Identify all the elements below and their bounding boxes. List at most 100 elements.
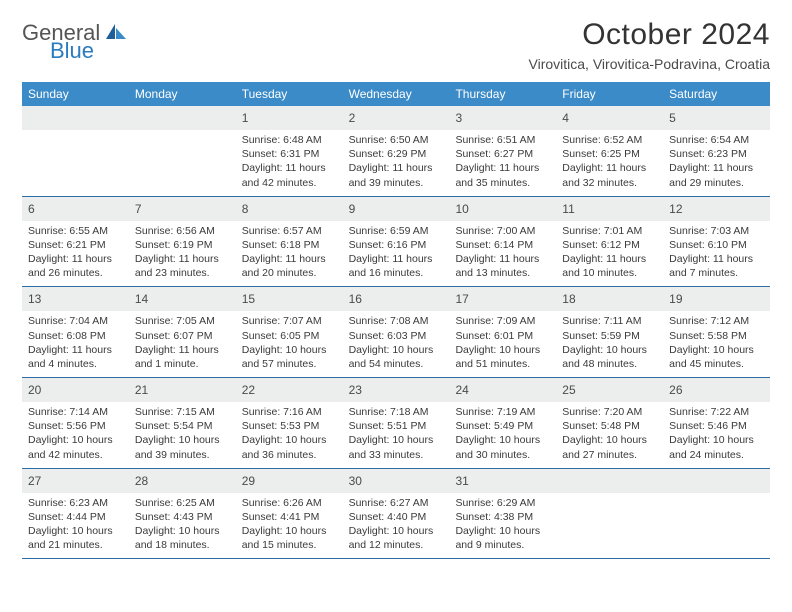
sunset-text: Sunset: 5:46 PM	[669, 419, 764, 433]
day-body	[129, 130, 236, 133]
sunrise-text: Sunrise: 7:08 AM	[349, 314, 444, 328]
daylight-text: Daylight: 10 hours and 51 minutes.	[455, 343, 550, 371]
day-number: 9	[349, 202, 356, 216]
day-cell: 20Sunrise: 7:14 AMSunset: 5:56 PMDayligh…	[22, 378, 129, 468]
sunrise-text: Sunrise: 6:51 AM	[455, 133, 550, 147]
sunset-text: Sunset: 5:49 PM	[455, 419, 550, 433]
daynum-bar	[129, 106, 236, 130]
daynum-bar: 24	[449, 378, 556, 402]
day-body: Sunrise: 7:07 AMSunset: 6:05 PMDaylight:…	[236, 311, 343, 371]
sunrise-text: Sunrise: 6:55 AM	[28, 224, 123, 238]
day-number	[135, 111, 138, 125]
daynum-bar: 9	[343, 197, 450, 221]
day-number: 1	[242, 111, 249, 125]
day-cell: 18Sunrise: 7:11 AMSunset: 5:59 PMDayligh…	[556, 287, 663, 377]
day-body: Sunrise: 7:09 AMSunset: 6:01 PMDaylight:…	[449, 311, 556, 371]
day-body: Sunrise: 6:48 AMSunset: 6:31 PMDaylight:…	[236, 130, 343, 190]
day-number: 25	[562, 383, 575, 397]
week-row: 13Sunrise: 7:04 AMSunset: 6:08 PMDayligh…	[22, 287, 770, 378]
day-number: 6	[28, 202, 35, 216]
daylight-text: Daylight: 10 hours and 33 minutes.	[349, 433, 444, 461]
day-number: 7	[135, 202, 142, 216]
sunrise-text: Sunrise: 6:29 AM	[455, 496, 550, 510]
sunrise-text: Sunrise: 6:25 AM	[135, 496, 230, 510]
day-body: Sunrise: 7:22 AMSunset: 5:46 PMDaylight:…	[663, 402, 770, 462]
brand-text-2: Blue	[50, 40, 127, 62]
day-body: Sunrise: 6:25 AMSunset: 4:43 PMDaylight:…	[129, 493, 236, 553]
daylight-text: Daylight: 11 hours and 16 minutes.	[349, 252, 444, 280]
daylight-text: Daylight: 11 hours and 20 minutes.	[242, 252, 337, 280]
sunrise-text: Sunrise: 7:04 AM	[28, 314, 123, 328]
day-number: 17	[455, 292, 468, 306]
day-cell: 29Sunrise: 6:26 AMSunset: 4:41 PMDayligh…	[236, 469, 343, 559]
sunrise-text: Sunrise: 6:23 AM	[28, 496, 123, 510]
daylight-text: Daylight: 10 hours and 24 minutes.	[669, 433, 764, 461]
day-cell	[129, 106, 236, 196]
daylight-text: Daylight: 10 hours and 9 minutes.	[455, 524, 550, 552]
day-body: Sunrise: 7:20 AMSunset: 5:48 PMDaylight:…	[556, 402, 663, 462]
day-body: Sunrise: 6:56 AMSunset: 6:19 PMDaylight:…	[129, 221, 236, 281]
dow-cell: Sunday	[22, 82, 129, 106]
day-cell	[556, 469, 663, 559]
day-cell: 14Sunrise: 7:05 AMSunset: 6:07 PMDayligh…	[129, 287, 236, 377]
daynum-bar: 6	[22, 197, 129, 221]
day-cell: 11Sunrise: 7:01 AMSunset: 6:12 PMDayligh…	[556, 197, 663, 287]
sunset-text: Sunset: 6:08 PM	[28, 329, 123, 343]
month-title: October 2024	[529, 18, 770, 52]
daylight-text: Daylight: 11 hours and 13 minutes.	[455, 252, 550, 280]
day-cell: 13Sunrise: 7:04 AMSunset: 6:08 PMDayligh…	[22, 287, 129, 377]
day-body: Sunrise: 7:12 AMSunset: 5:58 PMDaylight:…	[663, 311, 770, 371]
daylight-text: Daylight: 11 hours and 29 minutes.	[669, 161, 764, 189]
daynum-bar: 15	[236, 287, 343, 311]
day-cell: 16Sunrise: 7:08 AMSunset: 6:03 PMDayligh…	[343, 287, 450, 377]
daynum-bar: 21	[129, 378, 236, 402]
daylight-text: Daylight: 11 hours and 23 minutes.	[135, 252, 230, 280]
dow-cell: Friday	[556, 82, 663, 106]
daylight-text: Daylight: 10 hours and 21 minutes.	[28, 524, 123, 552]
week-row: 20Sunrise: 7:14 AMSunset: 5:56 PMDayligh…	[22, 378, 770, 469]
daylight-text: Daylight: 11 hours and 32 minutes.	[562, 161, 657, 189]
sunrise-text: Sunrise: 7:05 AM	[135, 314, 230, 328]
day-number: 12	[669, 202, 682, 216]
day-number: 15	[242, 292, 255, 306]
dow-cell: Saturday	[663, 82, 770, 106]
daynum-bar: 16	[343, 287, 450, 311]
brand-logo: General Blue	[22, 22, 127, 62]
header: General Blue October 2024 Virovitica, Vi…	[22, 18, 770, 72]
sunset-text: Sunset: 6:12 PM	[562, 238, 657, 252]
daylight-text: Daylight: 11 hours and 1 minute.	[135, 343, 230, 371]
dow-cell: Thursday	[449, 82, 556, 106]
day-cell: 27Sunrise: 6:23 AMSunset: 4:44 PMDayligh…	[22, 469, 129, 559]
day-cell	[22, 106, 129, 196]
day-body: Sunrise: 6:55 AMSunset: 6:21 PMDaylight:…	[22, 221, 129, 281]
daylight-text: Daylight: 10 hours and 42 minutes.	[28, 433, 123, 461]
sunset-text: Sunset: 6:10 PM	[669, 238, 764, 252]
week-row: 27Sunrise: 6:23 AMSunset: 4:44 PMDayligh…	[22, 469, 770, 560]
week-row: 6Sunrise: 6:55 AMSunset: 6:21 PMDaylight…	[22, 197, 770, 288]
sunset-text: Sunset: 6:21 PM	[28, 238, 123, 252]
dow-header-row: Sunday Monday Tuesday Wednesday Thursday…	[22, 82, 770, 106]
sunrise-text: Sunrise: 6:50 AM	[349, 133, 444, 147]
day-number	[28, 111, 31, 125]
daynum-bar: 26	[663, 378, 770, 402]
daynum-bar: 27	[22, 469, 129, 493]
daynum-bar: 7	[129, 197, 236, 221]
day-body: Sunrise: 7:15 AMSunset: 5:54 PMDaylight:…	[129, 402, 236, 462]
daylight-text: Daylight: 10 hours and 12 minutes.	[349, 524, 444, 552]
day-number: 29	[242, 474, 255, 488]
day-cell: 17 Sunrise: 7:09 AMSunset: 6:01 PMDayligh…	[449, 287, 556, 377]
daylight-text: Daylight: 10 hours and 36 minutes.	[242, 433, 337, 461]
sunrise-text: Sunrise: 7:01 AM	[562, 224, 657, 238]
sunrise-text: Sunrise: 7:09 AM	[455, 314, 550, 328]
daylight-text: Daylight: 10 hours and 15 minutes.	[242, 524, 337, 552]
day-number	[669, 474, 672, 488]
day-number: 23	[349, 383, 362, 397]
daylight-text: Daylight: 10 hours and 18 minutes.	[135, 524, 230, 552]
day-cell: 25 Sunrise: 7:20 AMSunset: 5:48 PMDayligh…	[556, 378, 663, 468]
day-body: Sunrise: 7:16 AMSunset: 5:53 PMDaylight:…	[236, 402, 343, 462]
day-number: 19	[669, 292, 682, 306]
sunset-text: Sunset: 5:56 PM	[28, 419, 123, 433]
day-number: 27	[28, 474, 41, 488]
daynum-bar: 30	[343, 469, 450, 493]
sunset-text: Sunset: 5:51 PM	[349, 419, 444, 433]
